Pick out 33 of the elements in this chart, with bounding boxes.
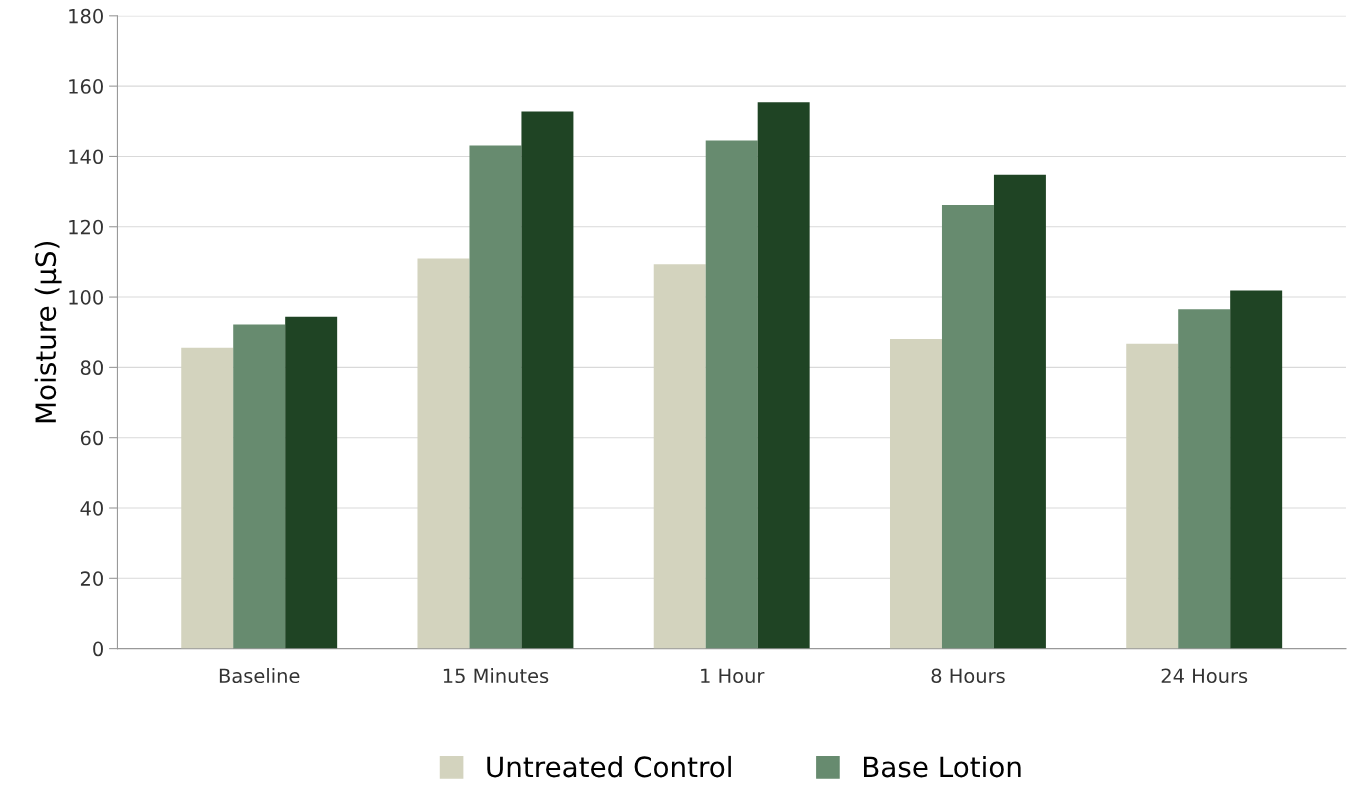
- bar: [521, 111, 574, 649]
- legend-label: Untreated Control: [487, 755, 731, 778]
- x-tick-label: 15 Minutes: [443, 668, 549, 684]
- bar: [941, 204, 994, 649]
- bar: [417, 258, 470, 649]
- y-axis-title: Moisture (µS): [34, 241, 62, 423]
- bar: [285, 316, 338, 649]
- y-tick-label: 40: [80, 500, 103, 516]
- bar: [233, 324, 286, 649]
- x-tick-label: 8 Hours: [931, 668, 1005, 684]
- bar: [757, 102, 810, 649]
- y-tick-label: 100: [69, 290, 103, 305]
- bar: [1230, 290, 1283, 649]
- y-tick-label: 160: [69, 79, 103, 94]
- bar: [889, 338, 942, 649]
- y-tick-label: 140: [69, 149, 103, 165]
- y-tick-label: 60: [80, 430, 103, 446]
- bar: [653, 264, 706, 649]
- x-tick-label: 1 Hour: [701, 668, 765, 684]
- y-tick-label: 180: [69, 8, 103, 24]
- bar: [993, 174, 1046, 649]
- legend-label: Base Lotion: [863, 755, 1021, 778]
- y-tick-label: 0: [93, 641, 103, 657]
- bar: [1126, 343, 1179, 649]
- bar: [469, 145, 522, 649]
- bar: [181, 347, 234, 649]
- y-tick-label: 20: [80, 571, 103, 586]
- bar: [1178, 309, 1231, 649]
- bar: [705, 140, 758, 649]
- y-tick-label: 120: [69, 219, 103, 235]
- y-tick-label: 80: [80, 360, 103, 376]
- x-tick-label: Baseline: [219, 668, 300, 684]
- x-tick-label: 24 Hours: [1161, 668, 1248, 684]
